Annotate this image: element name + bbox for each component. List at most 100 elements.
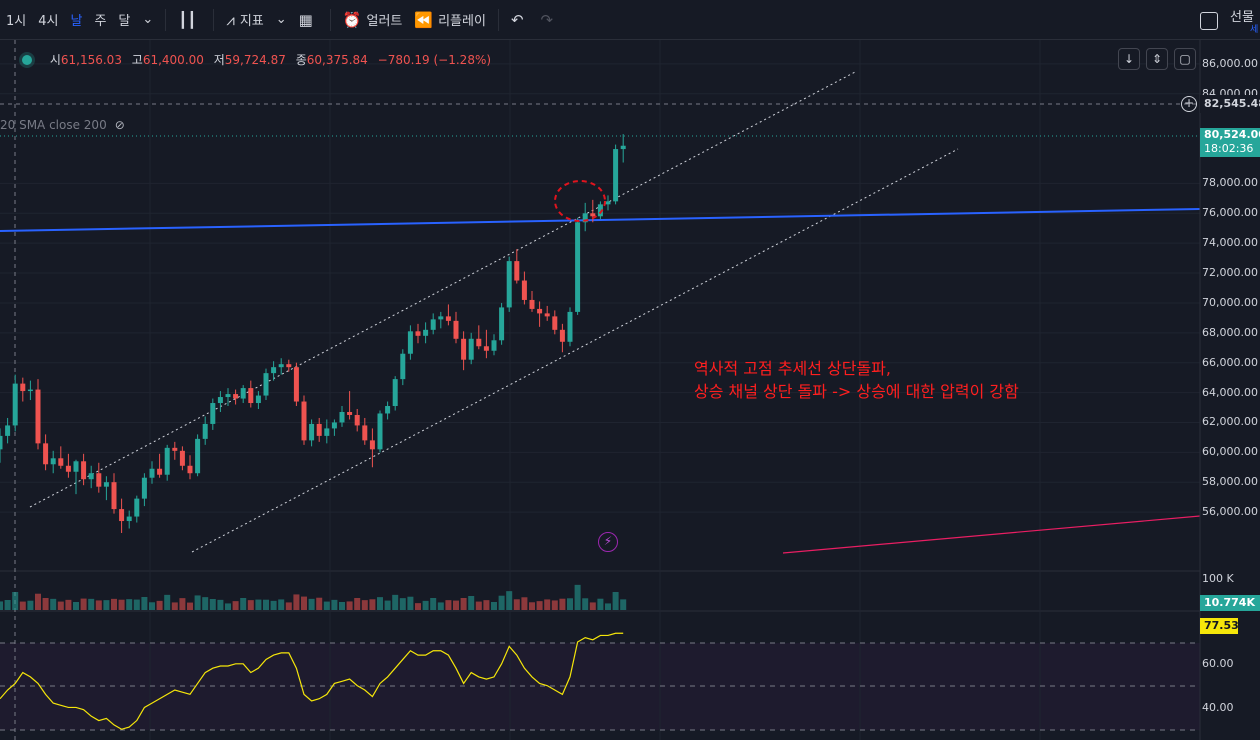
candle: [164, 444, 170, 481]
volume-bar: [369, 599, 376, 610]
volume-bar: [73, 602, 79, 610]
candle: [149, 461, 155, 484]
redo-icon: ↷: [540, 10, 554, 29]
candle: [316, 417, 322, 442]
redo-button[interactable]: ↷: [535, 6, 565, 34]
candle-body: [210, 403, 216, 424]
candle-body: [172, 447, 178, 451]
candle-body: [301, 401, 307, 441]
breakout-highlight-circle[interactable]: [554, 180, 606, 222]
indicators-button[interactable]: ⩘ 지표: [220, 6, 269, 34]
candle: [263, 368, 269, 401]
layout-button[interactable]: ▦: [293, 6, 324, 34]
sma-label-text: 20 SMA close 200: [0, 118, 107, 132]
collapse-pane-button[interactable]: ⇕: [1146, 48, 1168, 70]
candle-body: [65, 465, 71, 472]
sma-indicator-label[interactable]: 20 SMA close 200 ⊘: [0, 118, 125, 132]
lightning-event-icon[interactable]: ⚡: [598, 532, 618, 552]
channel-upper-line[interactable]: [29, 70, 858, 508]
interval-2[interactable]: 날: [70, 14, 83, 29]
candle: [461, 331, 467, 371]
add-alert-plus-icon[interactable]: +: [1181, 96, 1197, 112]
chart-canvas[interactable]: [0, 40, 1260, 740]
candle: [20, 377, 26, 402]
pink-trendline[interactable]: [782, 515, 1201, 554]
volume-bar: [111, 598, 117, 610]
volume-bar: [475, 601, 482, 610]
main-pane-background: [0, 40, 1200, 740]
candle-body: [567, 311, 573, 342]
volume-bar: [529, 602, 535, 610]
candle-body: [499, 307, 505, 341]
candle-type-button[interactable]: ┃┃: [172, 6, 207, 34]
candle: [392, 376, 398, 411]
candle: [195, 434, 201, 477]
candle-body: [597, 204, 603, 217]
candle: [278, 358, 284, 375]
live-status-dot: [22, 55, 32, 65]
undo-button[interactable]: ↶: [505, 6, 535, 34]
maximize-pane-button[interactable]: ▢: [1174, 48, 1196, 70]
candlestick-series: [0, 134, 626, 533]
candle-body: [339, 411, 345, 423]
volume-bar: [133, 599, 140, 610]
candle-body: [58, 458, 64, 466]
candle: [407, 325, 413, 360]
interval-0[interactable]: 1시: [6, 14, 27, 29]
chart-area[interactable]: [0, 40, 1260, 740]
candle-body: [544, 313, 550, 317]
historic-high-trendline[interactable]: [0, 208, 1201, 232]
candle-body: [141, 477, 147, 499]
interval-1[interactable]: 4시: [38, 14, 59, 29]
candle: [179, 446, 185, 471]
candle: [187, 455, 193, 480]
rewind-icon: ⏪: [414, 10, 434, 29]
scroll-down-button[interactable]: ↓: [1118, 48, 1140, 70]
alert-button[interactable]: ⏰ 얼러트: [337, 6, 409, 34]
volume-bar: [498, 595, 505, 610]
volume-bar: [95, 600, 102, 610]
candle-body: [468, 338, 474, 360]
candle: [324, 419, 330, 444]
replay-button[interactable]: ⏪ 리플레이: [408, 6, 492, 34]
candle-body: [575, 222, 581, 312]
volume-bar: [80, 598, 87, 610]
candle: [354, 409, 360, 432]
candle: [73, 459, 79, 495]
candle: [597, 201, 603, 220]
candle-body: [111, 482, 117, 510]
panel-toggle-checkbox[interactable]: [1200, 12, 1218, 30]
interval-4[interactable]: 달: [118, 14, 131, 29]
candle: [35, 379, 41, 450]
volume-bar: [361, 600, 368, 610]
eye-hidden-icon[interactable]: ⊘: [114, 118, 125, 132]
volume-bar: [536, 601, 543, 610]
price-tick: 62,000.00: [1202, 415, 1258, 429]
volume-bar: [605, 603, 611, 610]
interval-3[interactable]: 주: [94, 14, 107, 29]
candle: [575, 217, 581, 315]
candle-body: [103, 482, 109, 487]
high-value: 61,400.00: [142, 53, 204, 67]
candle: [468, 332, 474, 365]
indicators-label: 지표: [239, 14, 264, 29]
candle: [529, 290, 535, 312]
candle: [499, 302, 505, 345]
volume-bar: [103, 600, 110, 610]
candle-body: [453, 320, 459, 339]
candle-body: [423, 329, 429, 336]
volume-bar: [574, 584, 581, 610]
indicators-dropdown-chevron-icon[interactable]: ⌄: [275, 12, 287, 27]
candle: [415, 323, 421, 344]
volume-last-tag: 10.774K: [1200, 595, 1260, 611]
candle-body: [73, 461, 79, 472]
candle: [12, 374, 18, 432]
interval-dropdown-chevron-icon[interactable]: ⌄: [142, 12, 154, 27]
analysis-annotation[interactable]: 역사적 고점 추세선 상단돌파, 상승 채널 상단 돌파 -> 상승에 대한 압…: [694, 357, 1019, 403]
candle: [119, 498, 125, 533]
candle: [240, 385, 246, 404]
candle: [620, 134, 626, 163]
candle-body: [582, 213, 588, 223]
volume-bar: [263, 599, 269, 610]
toolbar-divider: [213, 8, 215, 31]
